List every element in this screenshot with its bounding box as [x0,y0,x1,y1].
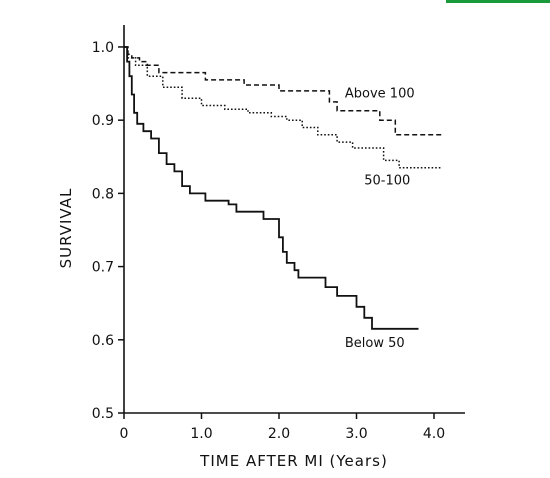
series-line-above-100 [124,46,442,136]
x-tick-label: 4.0 [423,426,445,442]
series-label-50-100: 50-100 [364,174,410,189]
series-label-below-50: Below 50 [345,336,405,351]
series-layer [124,46,442,330]
labels-layer: Above 100 50-100 Below 50 [345,86,415,351]
y-axis-label: SURVIVAL [57,188,75,269]
x-tick-label: 0 [120,426,129,442]
axes: 0.5 0.6 0.7 0.8 0.9 1.0 0 1.0 2.0 3.0 4.0 [92,25,465,442]
series-line-below-50 [124,46,419,330]
y-tick-label: 0.9 [92,113,114,129]
x-tick-label: 1.0 [190,426,212,442]
y-tick-label: 1.0 [92,40,114,56]
y-tick-label: 0.5 [92,406,114,422]
top-right-accent-bar [446,0,550,3]
x-axis-label: TIME AFTER MI (Years) [199,452,388,470]
series-line-50-100 [124,46,442,169]
y-tick-label: 0.6 [92,333,114,349]
x-tick-label: 3.0 [345,426,367,442]
y-tick-label: 0.8 [92,186,114,202]
y-tick-label: 0.7 [92,260,114,276]
x-tick-label: 2.0 [268,426,290,442]
series-label-above-100: Above 100 [345,86,415,101]
